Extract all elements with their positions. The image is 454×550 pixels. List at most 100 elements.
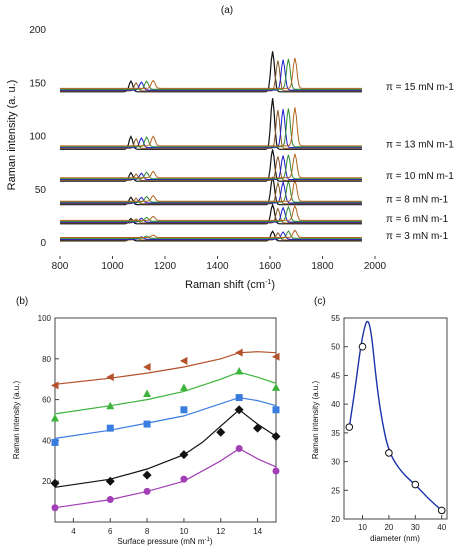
spectrum-line: [60, 51, 362, 93]
panel-b-fit-lines: [54, 351, 277, 509]
pressure-label: π = 13 mN m-1: [386, 139, 454, 150]
data-point-open-circle: [385, 449, 393, 457]
b-x-tick-label: 4: [71, 527, 76, 536]
data-point-triangle-left: [235, 348, 243, 357]
data-point-diamond: [216, 427, 226, 437]
b-y-tick-label: 20: [42, 477, 51, 486]
data-point-open-circle: [345, 423, 354, 431]
a-x-tick-label: 2000: [364, 261, 387, 272]
spectrum-line: [60, 156, 362, 181]
data-point-triangle-left: [179, 356, 188, 365]
data-point-circle: [272, 467, 280, 475]
panel-b-label: (b): [16, 296, 28, 307]
a-y-tick-label: 150: [29, 78, 46, 89]
data-point-diamond: [253, 423, 263, 433]
panel-b-ticks: 4 6 8 10 12 14 20 40 60 80 100: [38, 314, 263, 536]
panel-b-y-axis-label: Raman intensity (a.u.): [12, 381, 21, 460]
c-x-tick-label: 20: [384, 523, 393, 532]
panel-a-spectra: [60, 51, 362, 242]
c-y-tick-label: 20: [331, 515, 340, 524]
panel-c-y-axis-label: Raman intensity (a.u.): [311, 381, 320, 460]
a-y-tick-label: 50: [35, 185, 47, 196]
data-point-diamond: [271, 431, 281, 441]
spectrum-line: [60, 98, 362, 150]
spectrum-line: [60, 59, 362, 91]
spectrum-line: [60, 206, 362, 223]
spectrum-line: [60, 229, 362, 238]
spectrum-line: [60, 207, 362, 224]
panel-a: (a) 800 1000 1200 1400 1600 1800 2000 0 50 100 150…: [6, 5, 454, 291]
c-y-tick-label: 25: [331, 486, 340, 495]
data-point-triangle: [272, 383, 280, 391]
spectrum-line: [60, 58, 362, 90]
spectrum-line: [60, 180, 362, 204]
b-x-tick-label: 6: [108, 527, 113, 536]
data-point-diamond: [234, 405, 244, 415]
panel-c-markers: [345, 342, 446, 515]
c-y-tick-label: 40: [331, 400, 340, 409]
data-point-square: [143, 420, 151, 428]
spectrum-line: [60, 205, 362, 222]
a-x-tick-label: 800: [52, 261, 69, 272]
spectrum-line: [60, 230, 362, 242]
fit-line: [54, 447, 277, 509]
b-y-tick-label: 60: [42, 396, 51, 405]
panel-c-frame: [343, 317, 448, 520]
panel-a-y-axis-label: Raman intensity (a. u.): [6, 80, 18, 191]
data-point-triangle: [143, 389, 152, 397]
a-y-tick-label: 0: [40, 238, 46, 249]
spectrum-line: [60, 57, 362, 89]
a-y-tick-label: 200: [29, 25, 46, 36]
spectrum-line: [60, 231, 362, 240]
panel-c-fit-line: [348, 320, 443, 511]
fit-line: [54, 409, 277, 488]
c-y-tick-label: 35: [331, 429, 340, 438]
b-x-tick-label: 8: [145, 527, 150, 536]
spectrum-line: [60, 179, 362, 203]
spectrum-line: [60, 153, 362, 179]
data-point-triangle-left: [106, 373, 114, 382]
data-point-square: [106, 424, 114, 432]
spectrum-line: [60, 149, 362, 182]
data-point-open-circle: [358, 342, 367, 351]
spectrum-line: [60, 202, 362, 225]
spectrum-line: [60, 154, 362, 180]
data-point-circle: [143, 487, 151, 495]
data-point-circle: [51, 504, 59, 512]
data-point-circle: [106, 496, 114, 504]
spectrum-line: [60, 204, 362, 221]
data-point-diamond: [50, 478, 60, 488]
panel-b-x-axis-label: Surface pressure (mN m-1): [117, 537, 212, 546]
panel-c-ticks: 10 20 30 40 20 25 30 35 40 45 50 55: [331, 314, 447, 532]
panel-a-ticks: 800 1000 1200 1400 1600 1800 2000 0 50 100 150 200: [29, 25, 386, 272]
c-y-tick-label: 30: [331, 458, 340, 467]
data-point-circle: [180, 475, 188, 483]
b-x-tick-label: 14: [253, 527, 262, 536]
spectrum-line: [60, 108, 362, 148]
c-x-tick-label: 40: [437, 523, 446, 532]
a-x-tick-label: 1800: [311, 261, 334, 272]
pressure-label: π = 10 mN m-1: [386, 171, 454, 182]
c-x-tick-label: 30: [411, 523, 420, 532]
spectrum-line: [60, 232, 362, 241]
panel-a-pressure-labels: π = 3 mN m-1 π = 6 mN m-1 π = 8 mN m-1 π = …: [386, 82, 454, 242]
fit-curve: [348, 320, 443, 511]
data-point-diamond: [142, 470, 152, 480]
data-point-diamond: [179, 450, 189, 460]
data-point-open-circle: [411, 480, 420, 489]
data-point-square: [235, 394, 243, 402]
pressure-label: π = 6 mN m-1: [386, 214, 449, 225]
data-point-triangle: [51, 413, 59, 422]
data-point-triangle: [235, 367, 244, 375]
spectrum-line: [60, 155, 362, 180]
data-point-square: [180, 406, 188, 414]
b-y-tick-label: 100: [38, 314, 52, 323]
spectrum-line: [60, 107, 362, 147]
panel-a-label: (a): [221, 5, 233, 16]
spectrum-line: [60, 178, 362, 202]
a-x-tick-label: 1400: [206, 261, 229, 272]
data-point-square: [51, 438, 59, 446]
pressure-label: π = 15 mN m-1: [386, 82, 454, 93]
panel-b: (b) 4 6 8 10 12 14 20 40 60 80 100 Surface pressur…: [12, 296, 281, 546]
